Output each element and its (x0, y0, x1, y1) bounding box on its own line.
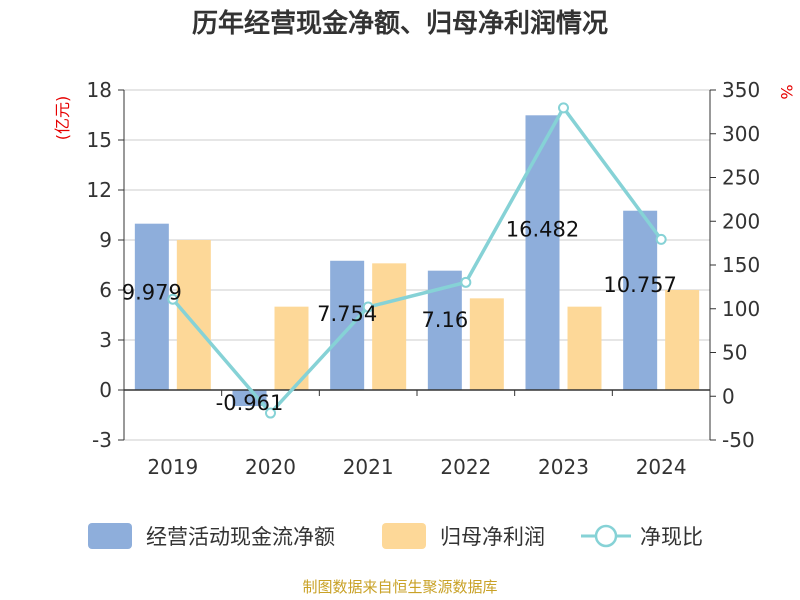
left-tick-label: 9 (99, 228, 112, 252)
right-tick-label: 350 (722, 78, 760, 102)
right-tick-label: -50 (722, 428, 755, 452)
bars-layer (134, 115, 700, 407)
bar-cashflow-2021 (330, 260, 365, 390)
category-label: 2024 (636, 455, 687, 479)
ratio-point-2021 (362, 301, 374, 313)
bar-cashflow-2024 (623, 210, 658, 390)
data-label-2019: 9.979 (122, 281, 182, 305)
line-layer (167, 102, 667, 419)
data-label-2020: -0.961 (216, 391, 284, 415)
left-tick-label: 0 (99, 378, 112, 402)
bar-cashflow-2019 (134, 223, 169, 390)
right-tick-label: 250 (722, 166, 760, 190)
ratio-point-2023 (558, 102, 569, 114)
legend-label-2: 净现比 (640, 525, 703, 549)
ratio-point-2022 (460, 276, 472, 288)
source-note: 制图数据来自恒生聚源数据库 (302, 578, 497, 596)
axes-layer: -3 0 3 6 9 12 15 18 -50 0 50 100 150 200 250 300 350 2019… (87, 78, 761, 479)
category-label: 2020 (245, 455, 296, 479)
right-tick-label: 0 (722, 384, 735, 408)
left-tick-label: 6 (99, 278, 112, 302)
grid-lines (124, 89, 710, 441)
right-axis-unit: % (777, 84, 796, 99)
left-tick-label: 18 (87, 78, 112, 102)
left-tick-label: 3 (99, 328, 112, 352)
data-label-2024: 10.757 (603, 273, 676, 297)
ratio-line (171, 104, 663, 416)
category-label: 2019 (147, 455, 198, 479)
left-tick-label: -3 (92, 428, 112, 452)
data-label-2022: 7.16 (421, 308, 468, 332)
right-tick-label: 150 (722, 253, 760, 277)
bar-profit-2022 (469, 298, 504, 390)
right-tick-label: 300 (722, 122, 760, 146)
legend-label-1: 归母净利润 (440, 525, 545, 549)
chart-title: 历年经营现金净额、归母净利润情况 (192, 8, 608, 39)
bar-profit-2021 (372, 263, 407, 390)
data-labels-layer: 9.979 -0.961 7.754 7.16 16.482 10.757 (122, 218, 677, 415)
data-label-2021: 7.754 (317, 302, 377, 326)
left-tick-label: 12 (87, 178, 112, 202)
bar-profit-2024 (665, 290, 700, 390)
right-tick-label: 100 (722, 297, 760, 321)
right-tick-label: 50 (722, 341, 747, 365)
legend-swatch-1 (382, 523, 426, 549)
category-label: 2022 (440, 455, 491, 479)
category-label: 2023 (538, 455, 589, 479)
bar-profit-2019 (176, 240, 211, 390)
bar-cashflow-2023 (525, 115, 560, 391)
category-label: 2021 (343, 455, 394, 479)
ratio-point-2024 (655, 233, 667, 245)
left-tick-label: 15 (87, 128, 112, 152)
bar-profit-2023 (567, 306, 602, 390)
ratio-point-2019 (167, 293, 179, 305)
legend-swatch-0 (88, 523, 132, 549)
right-tick-label: 200 (722, 209, 760, 233)
legend-label-0: 经营活动现金流净额 (146, 525, 335, 549)
bar-cashflow-2020 (232, 390, 267, 407)
ratio-point-2020 (265, 407, 276, 419)
data-label-2023: 16.482 (506, 218, 579, 242)
legend-marker (594, 524, 618, 548)
legend: 经营活动现金流净额 归母净利润 净现比 (88, 523, 703, 549)
left-axis-unit: (亿元) (53, 96, 72, 141)
